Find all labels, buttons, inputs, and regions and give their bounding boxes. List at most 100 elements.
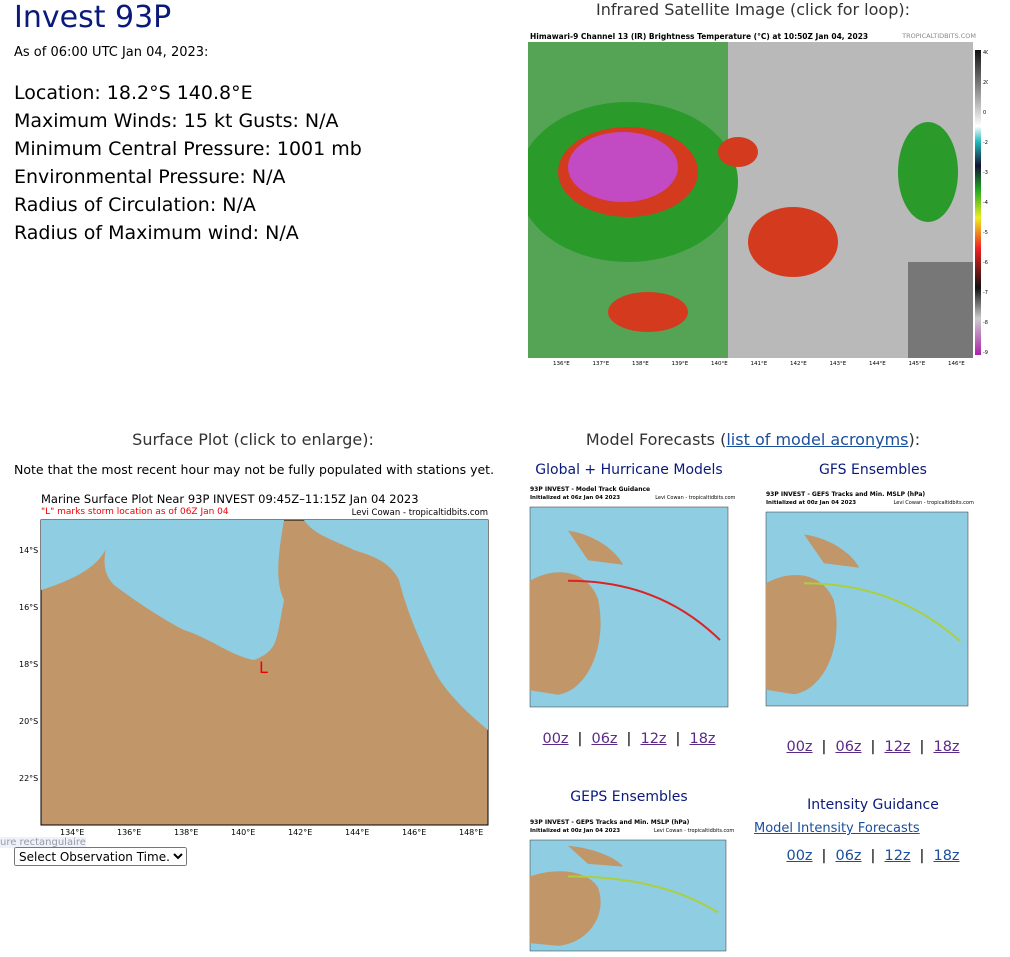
lon-label: 138°E — [174, 828, 199, 835]
link-separator: | — [821, 848, 827, 864]
lon-label: 142°E — [790, 361, 807, 367]
model-map — [529, 506, 729, 708]
models-heading-end: ): — [908, 430, 921, 449]
surface-note: Note that the most recent hour may not b… — [14, 462, 495, 477]
lon-label: 144°E — [345, 828, 370, 835]
link-separator: | — [821, 739, 827, 755]
surface-heading: Surface Plot (click to enlarge): — [132, 430, 374, 449]
models-heading: Model Forecasts (list of model acronyms)… — [586, 430, 920, 449]
colorbar-label: -50 — [983, 230, 988, 236]
link-separator: | — [870, 848, 876, 864]
detail-line: Minimum Central Pressure: 1001 mb — [14, 138, 362, 160]
observation-select[interactable]: Select Observation Time... — [14, 847, 187, 866]
colorbar-label: -40 — [983, 200, 988, 206]
colorbar-label: -70 — [983, 290, 988, 296]
panel-title: GEPS Ensembles — [570, 789, 688, 805]
lat-label: 20°S — [19, 717, 39, 726]
colorbar-label: -20 — [983, 140, 988, 146]
image-title: 93P INVEST - GEFS Tracks and Min. MSLP (… — [766, 491, 926, 498]
lon-label: 145°E — [908, 361, 926, 367]
time-link[interactable]: 18z — [689, 731, 716, 747]
colorbar-label: 0 — [983, 110, 987, 116]
image-init: Initialized at 06z Jan 04 2023 — [530, 495, 621, 501]
storm-marker: L — [259, 658, 268, 677]
storm-title: Invest 93P — [14, 0, 172, 35]
detail-line: Location: 18.2°S 140.8°E — [14, 82, 253, 104]
lon-label: 136°E — [553, 361, 570, 367]
surface-graphic — [40, 519, 489, 826]
lon-label: 144°E — [869, 361, 886, 367]
image-title: 93P INVEST - GEPS Tracks and Min. MSLP (… — [530, 819, 690, 826]
time-link[interactable]: 18z — [933, 739, 960, 755]
detail-line: Radius of Maximum wind: N/A — [14, 222, 299, 244]
panel-title: GFS Ensembles — [819, 462, 927, 478]
model-image[interactable]: 93P INVEST - GEFS Tracks and Min. MSLP (… — [764, 490, 980, 712]
models-heading-text: Model Forecasts ( — [585, 430, 727, 449]
colorbar-label: -80 — [983, 320, 988, 326]
satellite-graphic — [528, 42, 981, 358]
lat-label: 14°S — [19, 546, 39, 555]
detail-line: Maximum Winds: 15 kt Gusts: N/A — [14, 110, 339, 132]
model-image[interactable]: 93P INVEST - GEPS Tracks and Min. MSLP (… — [528, 818, 738, 957]
detail-line: Radius of Circulation: N/A — [14, 194, 256, 216]
detail-line: Environmental Pressure: N/A — [14, 166, 286, 188]
image-credit: Levi Cowan - tropicaltidbits.com — [351, 508, 488, 518]
colorbar-label: 40 — [983, 50, 988, 56]
panel-title: Global + Hurricane Models — [535, 462, 723, 478]
link-separator: | — [675, 731, 681, 747]
lon-label: 142°E — [288, 828, 313, 835]
lon-label: 134°E — [60, 828, 85, 835]
image-init: Initialized at 00z Jan 04 2023 — [530, 828, 621, 834]
colorbar-label: -30 — [983, 170, 988, 176]
satellite-heading: Infrared Satellite Image (click for loop… — [596, 0, 910, 19]
model-map — [765, 511, 969, 707]
link-separator: | — [626, 731, 632, 747]
time-link[interactable]: 00z — [542, 731, 569, 747]
colorbar-label: -60 — [983, 260, 988, 266]
time-link[interactable]: 18z — [933, 848, 960, 864]
acronyms-link[interactable]: list of model acronyms — [726, 430, 909, 449]
lon-label: 138°E — [632, 361, 649, 367]
time-link[interactable]: 06z — [591, 731, 618, 747]
time-link[interactable]: 06z — [835, 739, 862, 755]
lon-label: 140°E — [231, 828, 256, 835]
image-credit: Levi Cowan - tropicaltidbits.com — [655, 495, 736, 501]
link-separator: | — [577, 731, 583, 747]
time-link[interactable]: 00z — [786, 739, 813, 755]
image-credit: Levi Cowan - tropicaltidbits.com — [654, 828, 735, 834]
lon-label: 139°E — [671, 361, 689, 367]
lon-label: 141°E — [750, 361, 768, 367]
time-link[interactable]: 12z — [640, 731, 667, 747]
panel-title: Intensity Guidance — [807, 797, 939, 813]
lat-label: 16°S — [19, 603, 39, 612]
lon-label: 146°E — [402, 828, 427, 835]
lon-label: 140°E — [711, 361, 728, 367]
time-link[interactable]: 00z — [786, 848, 813, 864]
surface-image[interactable]: Marine Surface Plot Near 93P INVEST 09:4… — [14, 490, 492, 835]
model-map — [529, 839, 727, 952]
lon-label: 137°E — [592, 361, 610, 367]
image-subtitle: "L" marks storm location as of 06Z Jan 0… — [41, 507, 229, 517]
time-link[interactable]: 12z — [884, 739, 911, 755]
time-link[interactable]: 06z — [835, 848, 862, 864]
image-init: Initialized at 00z Jan 04 2023 — [766, 500, 857, 506]
lat-label: 22°S — [19, 774, 39, 783]
image-title: 93P INVEST - Model Track Guidance — [530, 486, 651, 493]
satellite-image[interactable]: Himawari-9 Channel 13 (IR) Brightness Te… — [528, 32, 988, 372]
intensity-link[interactable]: Model Intensity Forecasts — [754, 821, 920, 836]
model-image[interactable]: 93P INVEST - Model Track Guidance Initial… — [528, 485, 740, 713]
link-separator: | — [919, 739, 925, 755]
link-separator: | — [919, 848, 925, 864]
lon-label: 136°E — [117, 828, 142, 835]
link-separator: | — [870, 739, 876, 755]
image-credit: TROPICALTIDBITS.COM — [902, 32, 976, 40]
lon-label: 148°E — [459, 828, 484, 835]
as-of: As of 06:00 UTC Jan 04, 2023: — [14, 45, 209, 60]
image-credit: Levi Cowan - tropicaltidbits.com — [893, 500, 974, 506]
time-link[interactable]: 12z — [884, 848, 911, 864]
lat-label: 18°S — [19, 660, 39, 669]
tooltip: ure rectangulaire — [0, 837, 86, 848]
lon-label: 143°E — [829, 361, 847, 367]
